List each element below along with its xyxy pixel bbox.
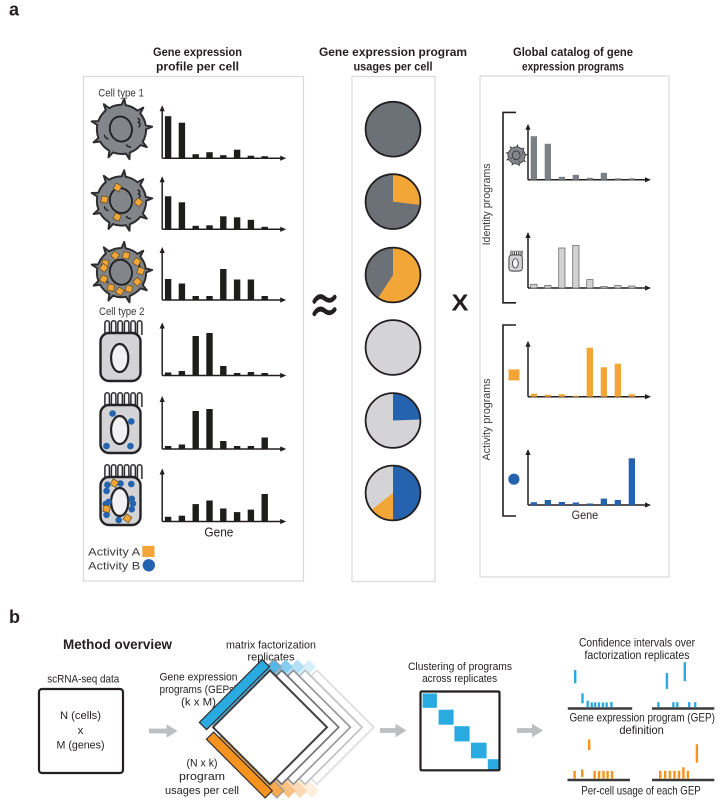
svg-text:expression programs: expression programs <box>522 60 624 74</box>
svg-text:Gene expression program (GEP): Gene expression program (GEP) <box>569 711 715 725</box>
svg-text:(k x M): (k x M) <box>181 697 216 709</box>
svg-text:Activity programs: Activity programs <box>481 378 493 460</box>
svg-text:across replicates: across replicates <box>422 673 497 685</box>
svg-text:programs (GEPs): programs (GEPs) <box>160 684 238 696</box>
svg-text:x: x <box>78 725 84 737</box>
svg-text:usages per cell: usages per cell <box>354 60 433 74</box>
svg-text:Cell type 1: Cell type 1 <box>98 88 144 100</box>
svg-text:definition: definition <box>619 723 664 737</box>
svg-text:b: b <box>9 607 20 627</box>
svg-text:Cell type 2: Cell type 2 <box>99 306 145 318</box>
svg-text:replicates: replicates <box>248 652 295 664</box>
svg-text:M (genes): M (genes) <box>57 740 105 752</box>
svg-text:Global catalog of gene: Global catalog of gene <box>513 45 633 59</box>
svg-text:X: X <box>452 290 470 316</box>
svg-text:scRNA-seq data: scRNA-seq data <box>47 674 120 686</box>
svg-text:(N x k): (N x k) <box>187 758 218 770</box>
svg-text:Gene: Gene <box>204 525 233 540</box>
svg-text:Clustering of programs: Clustering of programs <box>408 661 512 673</box>
svg-text:Activity B: Activity B <box>88 561 140 573</box>
svg-text:matrix factorization: matrix factorization <box>226 640 316 652</box>
svg-text:Gene: Gene <box>572 510 599 522</box>
svg-text:Per-cell usage of each GEP: Per-cell usage of each GEP <box>581 784 701 798</box>
svg-text:Gene expression program: Gene expression program <box>319 45 467 59</box>
svg-text:Confidence intervals over: Confidence intervals over <box>579 635 695 649</box>
svg-text:Gene expression: Gene expression <box>160 671 238 683</box>
svg-text:N (cells): N (cells) <box>60 710 101 722</box>
svg-text:Method overview: Method overview <box>63 637 172 652</box>
svg-text:Activity A: Activity A <box>88 547 141 559</box>
svg-text:Gene expression: Gene expression <box>153 45 242 59</box>
svg-text:factorization replicates: factorization replicates <box>585 648 690 662</box>
svg-text:a: a <box>9 0 20 20</box>
svg-text:usages per cell: usages per cell <box>165 785 239 797</box>
svg-text:program: program <box>179 771 225 783</box>
svg-text:profile per cell: profile per cell <box>156 60 239 74</box>
svg-text:Identity programs: Identity programs <box>481 163 493 245</box>
